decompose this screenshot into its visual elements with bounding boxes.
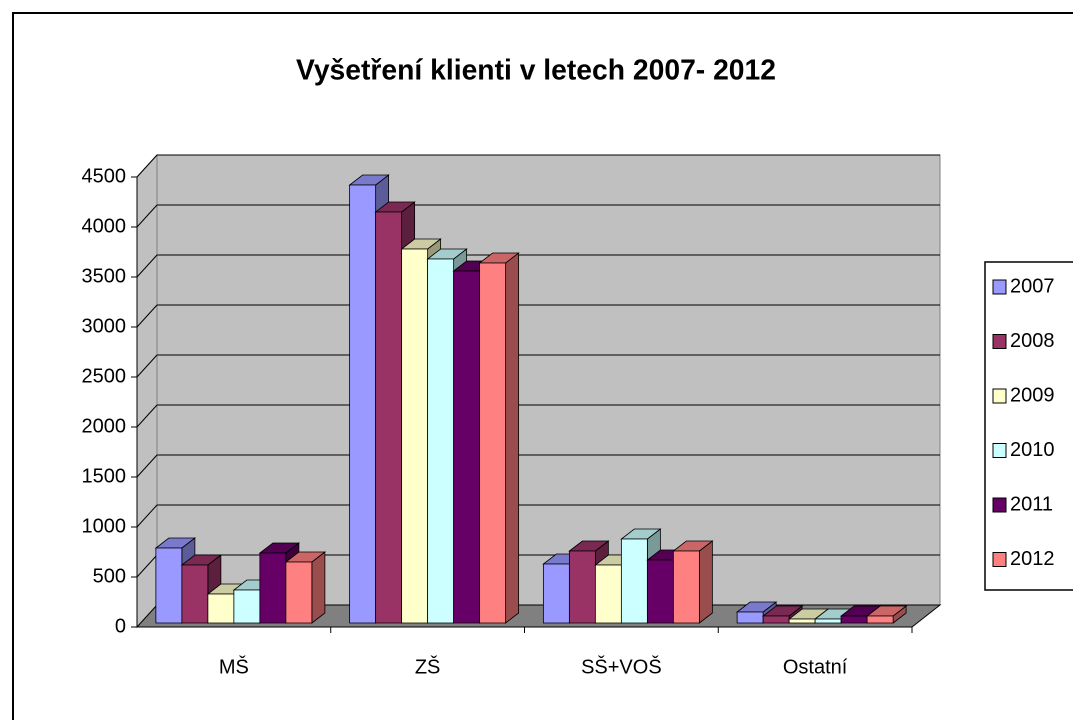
bar-face xyxy=(375,211,403,624)
bar-face xyxy=(594,564,622,624)
grid-line xyxy=(136,154,158,178)
bar-face xyxy=(349,184,377,624)
bar xyxy=(672,540,714,624)
legend-label: 2012 xyxy=(1010,548,1055,570)
grid-line xyxy=(136,554,158,578)
bar-face xyxy=(736,611,764,624)
y-tick-label: 2500 xyxy=(82,365,127,387)
bar xyxy=(478,252,520,624)
chart-title: Vyšetření klienti v letech 2007- 2012 xyxy=(296,55,776,87)
x-tick-label: ZŠ xyxy=(415,655,441,678)
bar-face xyxy=(698,540,713,624)
bar-face xyxy=(155,547,183,624)
bar-face xyxy=(401,248,429,624)
bar-face xyxy=(840,615,868,624)
legend-label: 2008 xyxy=(1010,330,1055,352)
grid-line xyxy=(136,404,158,428)
bar-face xyxy=(620,538,648,624)
grid-line xyxy=(136,454,158,478)
y-tick-label: 1500 xyxy=(82,465,127,487)
legend-swatch xyxy=(992,552,1007,567)
bar-face xyxy=(762,615,790,624)
legend-label: 2009 xyxy=(1010,384,1055,406)
bar-face xyxy=(453,270,481,624)
legend-label: 2011 xyxy=(1010,493,1053,515)
grid-line xyxy=(136,304,158,328)
bar-face xyxy=(866,615,894,624)
y-tick-label: 3500 xyxy=(82,265,127,287)
x-tick-label: MŠ xyxy=(219,655,249,678)
bar-face xyxy=(285,561,313,624)
legend-swatch xyxy=(992,279,1007,295)
bar-face xyxy=(672,550,700,624)
y-tick-label: 2000 xyxy=(82,415,127,437)
bar-face xyxy=(427,258,455,624)
bar-face xyxy=(788,618,816,624)
bar-face xyxy=(233,589,261,624)
bar-face xyxy=(181,564,209,624)
legend-label: 2010 xyxy=(1010,439,1055,461)
grid-line xyxy=(136,354,158,378)
x-tick-label: SŠ+VOŠ xyxy=(581,655,662,678)
y-tick-label: 3000 xyxy=(82,315,127,337)
bar-face xyxy=(207,593,235,624)
side-wall xyxy=(136,153,158,629)
bar-face xyxy=(542,563,570,624)
bar-face xyxy=(479,262,507,624)
bar-face xyxy=(259,552,287,624)
legend-swatch xyxy=(992,388,1007,404)
bar xyxy=(865,605,908,624)
legend xyxy=(984,261,1073,591)
bar-face xyxy=(814,618,842,624)
grid-line xyxy=(136,504,158,528)
y-tick-label: 4000 xyxy=(82,215,127,237)
bar xyxy=(284,551,327,624)
y-tick-label: 1000 xyxy=(82,515,127,537)
legend-swatch xyxy=(992,334,1007,349)
grid-line xyxy=(136,204,158,228)
bar-face xyxy=(568,550,596,624)
back-wall xyxy=(156,154,941,606)
grid-line xyxy=(136,254,158,278)
x-tick-label: Ostatní xyxy=(783,656,848,678)
y-tick-label: 500 xyxy=(93,565,126,587)
bar-face xyxy=(646,559,674,624)
bar-face xyxy=(311,551,326,624)
y-tick-label: 4500 xyxy=(82,165,127,187)
y-tick-label: 0 xyxy=(115,615,126,637)
legend-label: 2007 xyxy=(1010,275,1055,297)
bar-face xyxy=(505,252,520,624)
legend-swatch xyxy=(992,443,1007,458)
legend-swatch xyxy=(992,497,1007,513)
